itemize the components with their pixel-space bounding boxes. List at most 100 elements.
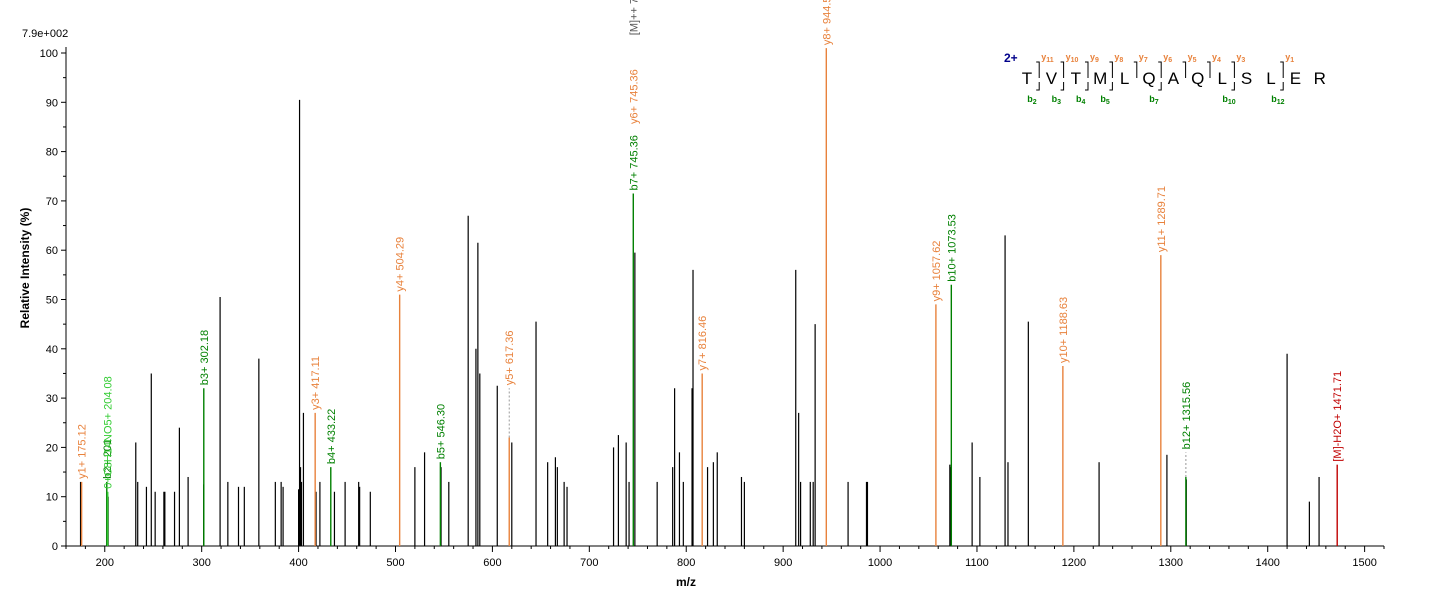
- x-axis-title: m/z: [676, 575, 696, 589]
- y-bracket: [1158, 61, 1162, 78]
- x-tick-label: 1300: [1159, 557, 1183, 569]
- y-tick-label: 0: [52, 541, 58, 553]
- y-tick-label: 10: [46, 492, 58, 504]
- y-bracket: [1182, 61, 1187, 78]
- x-tick-label: 600: [483, 557, 501, 569]
- peak-label: b10+ 1073.53: [946, 214, 958, 282]
- charge-state: 2+: [1004, 51, 1018, 65]
- x-tick-label: 1400: [1255, 557, 1279, 569]
- y-ion-label: y6: [1163, 52, 1172, 64]
- x-tick-label: 900: [774, 557, 792, 569]
- y-ion-sub: 8: [1119, 57, 1123, 64]
- y-ion-label: y11: [1041, 52, 1054, 64]
- b-bracket: [1158, 82, 1162, 91]
- x-tick-label: 1100: [965, 557, 989, 569]
- sequence-residue: V: [1046, 69, 1058, 88]
- x-tick-label: 1000: [868, 557, 892, 569]
- sequence-residue: M: [1093, 69, 1107, 88]
- y-ion-label: y1: [1285, 52, 1294, 64]
- b-ion-sub: 10: [1228, 99, 1236, 106]
- y-ion-label: y8: [1114, 52, 1123, 64]
- b-ion-sub: 4: [1082, 99, 1086, 106]
- y-bracket: [1133, 61, 1138, 78]
- sequence-residue: S: [1241, 69, 1252, 88]
- y-ion-label: y7: [1139, 52, 1148, 64]
- sequence-residue: T: [1022, 69, 1032, 88]
- sequence-residue: Q: [1191, 69, 1204, 88]
- y-axis-title: Relative Intensity (%): [18, 208, 32, 329]
- b-ion-sub: 3: [1057, 99, 1061, 106]
- y-ion-sub: 4: [1217, 57, 1221, 64]
- y-bracket: [1060, 61, 1065, 78]
- peak-label: y1+ 175.12: [77, 424, 89, 479]
- y-ion-sub: 7: [1144, 57, 1148, 64]
- peak-label: b5+ 546.30: [435, 404, 447, 459]
- b-ion-label: b10: [1222, 94, 1235, 106]
- y-ion-sub: 3: [1241, 57, 1245, 64]
- y-ion-label: y4: [1212, 52, 1221, 64]
- b-ion-sub: 7: [1155, 99, 1159, 106]
- peak-label: y6+ 745.36: [628, 69, 640, 124]
- y-bracket: [1109, 61, 1113, 78]
- b-bracket: [1060, 82, 1065, 91]
- y-tick-label: 90: [46, 97, 58, 109]
- peak-label: [M]-H2O+ 1471.71: [1332, 371, 1344, 462]
- sequence-residue: E: [1290, 69, 1301, 88]
- y-ion-sub: 1: [1290, 57, 1294, 64]
- max-intensity-label: 7.9e+002: [22, 28, 68, 40]
- peak-label: b12+ 1315.56: [1181, 382, 1193, 450]
- y-ion-sub: 5: [1193, 57, 1197, 64]
- x-tick-label: 1500: [1352, 557, 1376, 569]
- y-tick-label: 60: [46, 245, 58, 257]
- b-ion-sub: 2: [1033, 99, 1037, 106]
- peak-label: [M]++ 7: [628, 0, 640, 35]
- y-ion-label: y9: [1090, 52, 1099, 64]
- y-tick-label: 50: [46, 295, 58, 307]
- peak-label: 0+C8H14NO5+ 204.08: [103, 376, 115, 489]
- b-bracket: [1280, 82, 1284, 91]
- b-ion-sub: 5: [1106, 99, 1110, 106]
- b-bracket: [1085, 82, 1089, 91]
- sequence-residue: R: [1314, 69, 1326, 88]
- x-tick-label: 500: [386, 557, 404, 569]
- peak-label: b2+ 201: [102, 439, 114, 479]
- sequence-residue: A: [1168, 69, 1180, 88]
- x-tick-label: 700: [580, 557, 598, 569]
- y-tick-label: 70: [46, 196, 58, 208]
- sequence-residue: Q: [1142, 69, 1155, 88]
- sequence-residue: L: [1266, 69, 1275, 88]
- y-ion-label: y10: [1066, 52, 1079, 64]
- peak-label: y3+ 417.11: [310, 356, 322, 410]
- x-tick-label: 200: [96, 557, 114, 569]
- y-ion-sub: 9: [1095, 57, 1099, 64]
- sequence-residue: L: [1217, 69, 1226, 88]
- peak-label: y4+ 504.29: [395, 237, 407, 292]
- peaks: [79, 48, 1338, 546]
- peak-label: y8+ 944.53: [821, 0, 833, 45]
- y-ion-label: y3: [1236, 52, 1245, 64]
- axes: 0 10 20 30 40 50 60 70 80 90 100 200 300 400 500 600 700…: [40, 47, 1385, 569]
- y-tick-label: 80: [46, 147, 58, 159]
- b-ion-label: b12: [1271, 94, 1284, 106]
- peak-label: y7+ 816.46: [697, 316, 709, 371]
- b-ion-label: b4: [1076, 94, 1086, 106]
- peak-label: y5+ 617.36: [504, 330, 516, 385]
- peak-label: y10+ 1188.63: [1058, 297, 1070, 363]
- y-bracket: [1036, 61, 1040, 78]
- y-tick-label: 40: [46, 344, 58, 356]
- sequence-residue: T: [1071, 69, 1081, 88]
- peak-label: y9+ 1057.62: [931, 241, 943, 302]
- b-ion-sub: 12: [1277, 99, 1285, 106]
- y-ion-sub: 10: [1071, 57, 1079, 64]
- y-tick-label: 30: [46, 393, 58, 405]
- peak-label: b4+ 433.22: [326, 409, 338, 464]
- y-tick-label: 20: [46, 442, 58, 454]
- y-ion-label: y5: [1188, 52, 1197, 64]
- b-bracket: [1109, 82, 1113, 91]
- b-bracket: [1036, 82, 1040, 91]
- y-bracket: [1280, 61, 1284, 78]
- sequence-residue: L: [1120, 69, 1129, 88]
